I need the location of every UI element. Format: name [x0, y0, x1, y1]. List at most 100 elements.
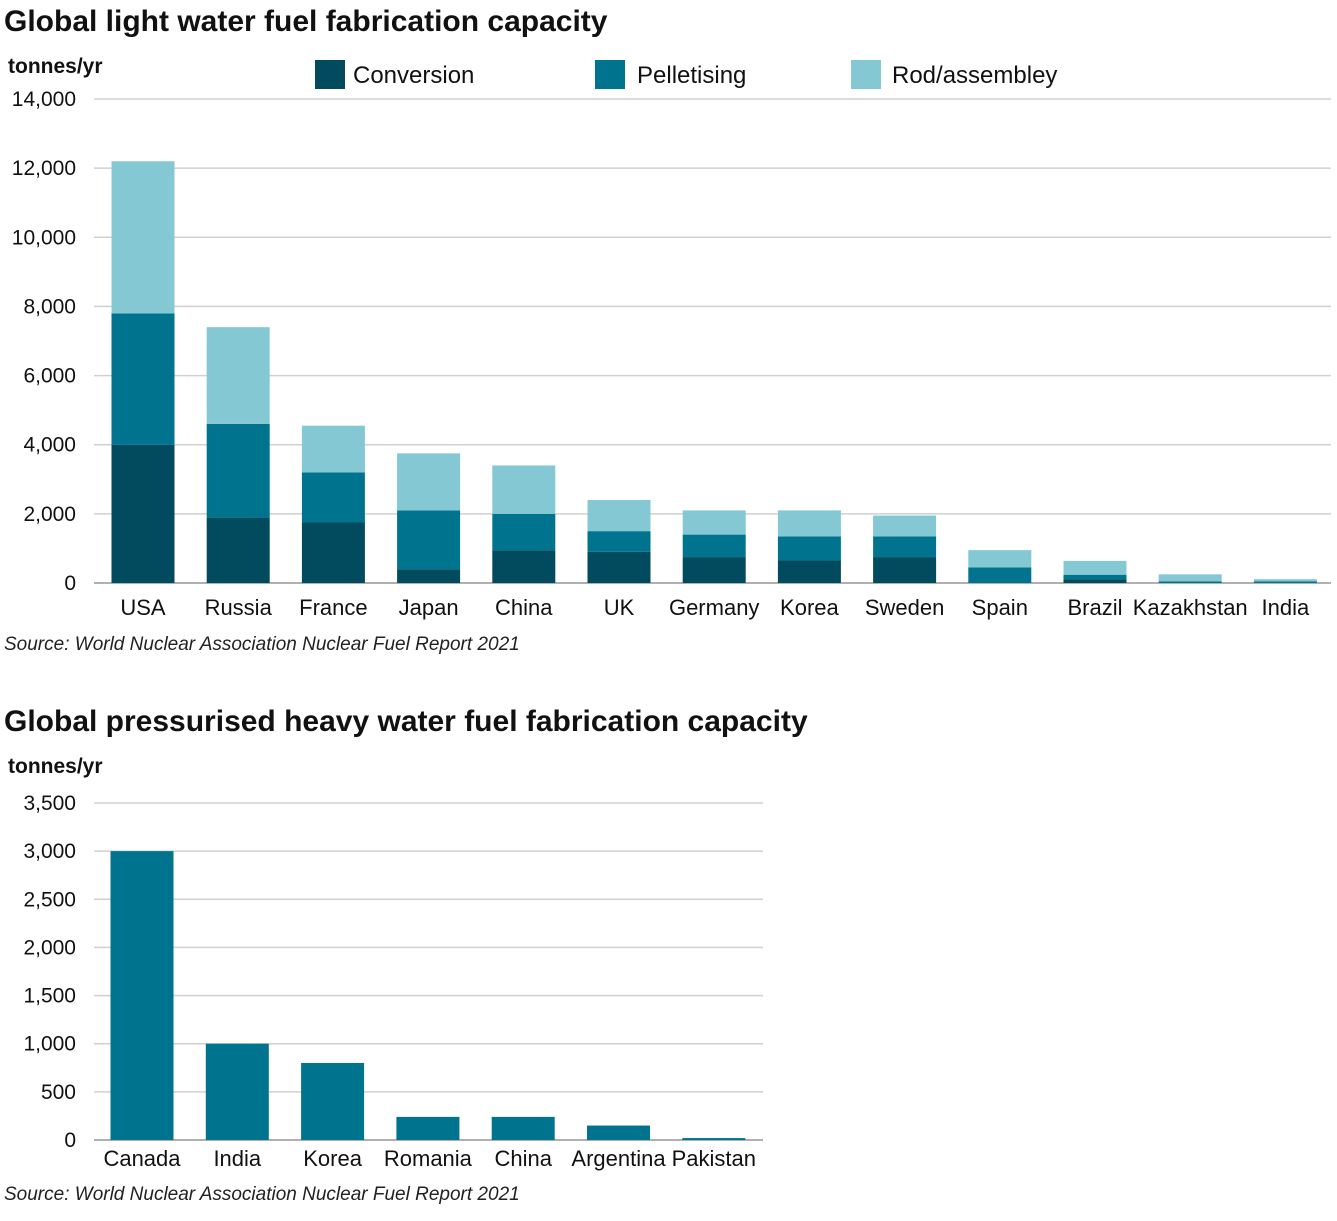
bar-china: [491, 1116, 555, 1140]
bar-uk-conversion: [587, 551, 651, 583]
light-water-legend: Conversion Pelletising Rod/assembley: [315, 60, 1057, 89]
y-tick-label: 0: [64, 572, 76, 595]
x-tick-label-romania: Romania: [384, 1146, 473, 1171]
legend-item-rod-assembly: Rod/assembley: [851, 60, 1057, 89]
bar-uk-rod-assembley: [587, 500, 651, 532]
bar-sweden-rod-assembley: [873, 515, 937, 537]
y-tick-label: 4,000: [23, 434, 76, 457]
light-water-x-axis: USA Russia France Japan China UK Germany Korea S…: [120, 595, 1310, 620]
x-tick-label-canada: Canada: [103, 1146, 181, 1171]
bar-usa-pelletising: [111, 313, 175, 445]
x-tick-label-pakistan: Pakistan: [672, 1146, 756, 1171]
heavy-water-x-axis: Canada India Korea Romania China Argentina Pak…: [103, 1146, 756, 1171]
x-tick-label-uk: UK: [604, 595, 635, 620]
bar-japan-conversion: [397, 569, 461, 583]
x-tick-label-japan: Japan: [399, 595, 459, 620]
x-tick-label-france: France: [299, 595, 367, 620]
legend-label-conversion: Conversion: [353, 62, 474, 89]
y-tick-label: 8,000: [23, 295, 76, 318]
x-tick-label-china: China: [495, 595, 553, 620]
bar-pakistan: [682, 1138, 746, 1140]
bar-uk-pelletising: [587, 531, 651, 552]
light-water-chart-title: Global light water fuel fabrication capa…: [4, 5, 608, 38]
legend-item-conversion: Conversion: [315, 60, 474, 89]
light-water-y-axis: 0 2,000 4,000 6,000 8,000 10,000 12,000 14,000: [12, 88, 76, 595]
x-tick-label-spain: Spain: [972, 595, 1028, 620]
light-water-bars: [111, 161, 1317, 583]
bar-korea-pelletising: [777, 536, 841, 561]
bar-china-conversion: [492, 550, 556, 583]
y-tick-label: 12,000: [12, 157, 76, 180]
legend-swatch-pelletising: [595, 60, 625, 89]
y-tick-label: 6,000: [23, 365, 76, 388]
x-tick-label-korea: Korea: [780, 595, 839, 620]
bar-kazakhstan-rod-assembley: [1158, 574, 1222, 582]
bar-korea-conversion: [777, 560, 841, 583]
bar-brazil-pelletising: [1063, 574, 1127, 580]
heavy-water-gridlines: [94, 802, 763, 1141]
y-tick-label: 1,500: [23, 985, 76, 1008]
x-tick-label-india: India: [1262, 595, 1310, 620]
y-tick-label: 2,500: [23, 888, 76, 911]
bar-india-pelletising: [1253, 581, 1317, 583]
legend-label-rod-assembly: Rod/assembley: [892, 62, 1057, 89]
bar-france-conversion: [301, 522, 365, 583]
y-tick-label: 10,000: [12, 226, 76, 249]
y-tick-label: 14,000: [12, 88, 76, 111]
light-water-chart: Global light water fuel fabrication capa…: [4, 5, 1331, 655]
bar-brazil-conversion: [1063, 579, 1127, 583]
heavy-water-chart-title: Global pressurised heavy water fuel fabr…: [4, 705, 808, 738]
bar-brazil-rod-assembley: [1063, 560, 1127, 575]
bar-france-pelletising: [301, 472, 365, 523]
light-water-y-unit-label: tonnes/yr: [8, 55, 103, 78]
x-tick-label-sweden: Sweden: [865, 595, 945, 620]
bar-japan-pelletising: [397, 510, 461, 570]
x-tick-label-china: China: [494, 1146, 552, 1171]
y-tick-label: 0: [64, 1129, 76, 1152]
heavy-water-bars: [110, 851, 746, 1140]
bar-korea-rod-assembley: [777, 510, 841, 537]
bar-spain-pelletising: [968, 567, 1032, 583]
heavy-water-y-unit-label: tonnes/yr: [8, 755, 103, 778]
x-tick-label-russia: Russia: [205, 595, 273, 620]
y-tick-label: 3,500: [23, 792, 76, 815]
heavy-water-chart: Global pressurised heavy water fuel fabr…: [4, 705, 808, 1205]
bar-sweden-conversion: [873, 557, 937, 583]
bar-spain-rod-assembley: [968, 550, 1032, 568]
light-water-source-note: Source: World Nuclear Association Nuclea…: [4, 634, 520, 655]
bar-france-rod-assembley: [301, 425, 365, 473]
bar-china-rod-assembley: [492, 465, 556, 514]
bar-canada: [110, 851, 174, 1140]
bar-russia-conversion: [206, 517, 270, 583]
x-tick-label-argentina: Argentina: [571, 1146, 666, 1171]
bar-kazakhstan-pelletising: [1158, 581, 1222, 583]
bar-romania: [396, 1116, 460, 1140]
x-tick-label-usa: USA: [120, 595, 166, 620]
bar-germany-conversion: [682, 557, 746, 583]
x-tick-label-kazakhstan: Kazakhstan: [1133, 595, 1248, 620]
bar-russia-rod-assembley: [206, 327, 270, 424]
bar-usa-rod-assembley: [111, 161, 175, 314]
x-tick-label-brazil: Brazil: [1067, 595, 1122, 620]
legend-item-pelletising: Pelletising: [595, 60, 746, 89]
bar-korea: [301, 1062, 365, 1140]
bar-usa-conversion: [111, 444, 175, 583]
y-tick-label: 2,000: [23, 503, 76, 526]
legend-swatch-conversion: [315, 60, 345, 89]
bar-sweden-pelletising: [873, 536, 937, 558]
y-tick-label: 3,000: [23, 840, 76, 863]
bar-germany-rod-assembley: [682, 510, 746, 535]
heavy-water-y-axis: 0 500 1,000 1,500 2,000 2,500 3,000 3,500: [23, 792, 76, 1152]
legend-label-pelletising: Pelletising: [637, 62, 746, 89]
bar-india: [205, 1043, 269, 1140]
y-tick-label: 500: [41, 1081, 76, 1104]
bar-india-rod-assembley: [1253, 579, 1317, 582]
bar-argentina: [587, 1125, 650, 1140]
bar-germany-pelletising: [682, 534, 746, 558]
x-tick-label-korea: Korea: [303, 1146, 362, 1171]
legend-swatch-rod-assembly: [851, 60, 881, 89]
bar-china-pelletising: [492, 513, 556, 551]
x-tick-label-germany: Germany: [669, 595, 759, 620]
heavy-water-source-note: Source: World Nuclear Association Nuclea…: [4, 1184, 520, 1205]
